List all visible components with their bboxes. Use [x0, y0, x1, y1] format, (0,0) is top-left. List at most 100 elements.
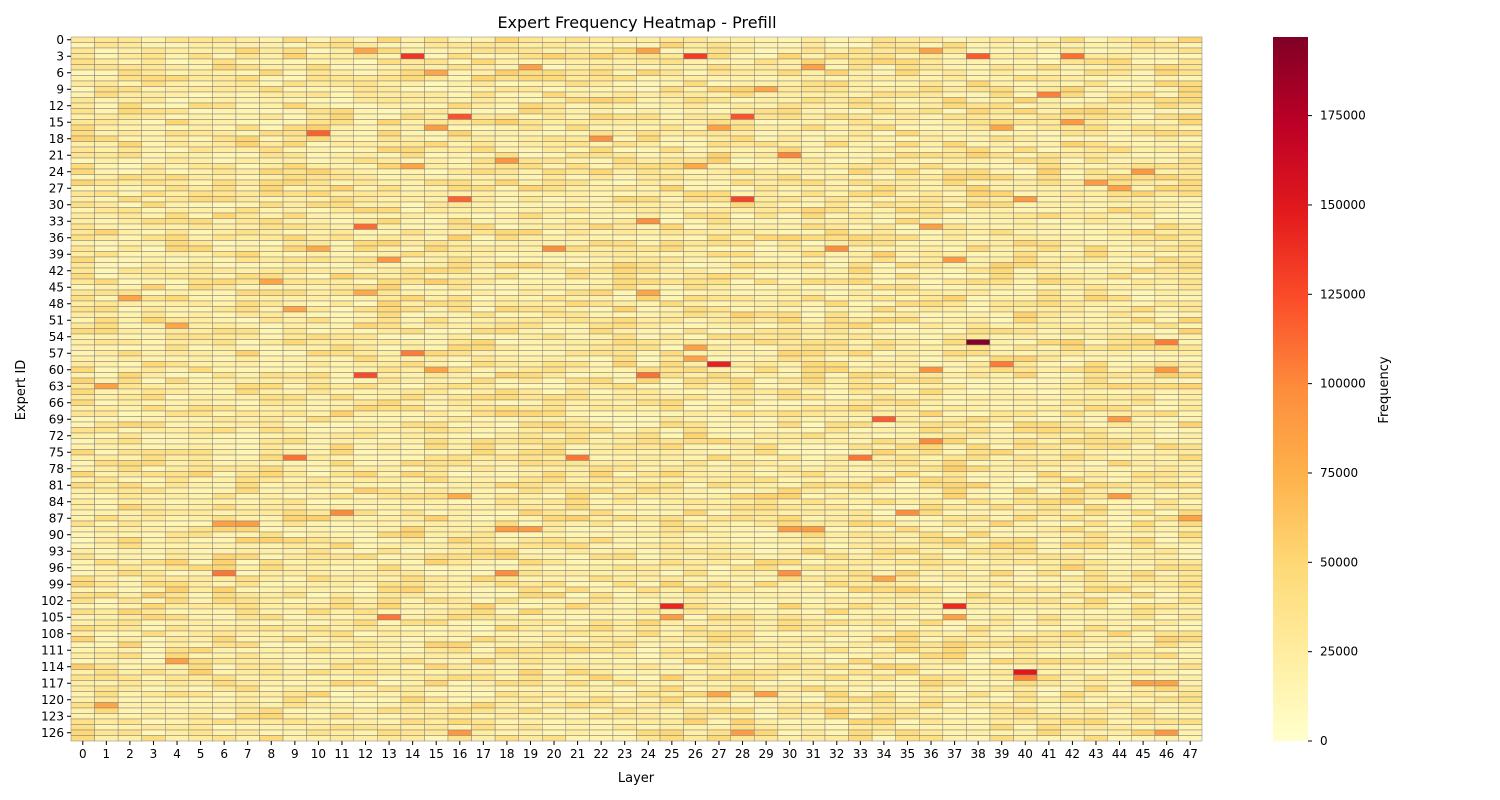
heatmap-cell — [353, 333, 378, 340]
heatmap-cell — [518, 581, 543, 588]
heatmap-cell — [801, 196, 826, 203]
heatmap-cell — [612, 564, 637, 571]
heatmap-cell — [589, 493, 614, 500]
heatmap-cell — [1154, 229, 1179, 236]
heatmap-cell — [1107, 130, 1132, 137]
heatmap-cell — [1083, 284, 1108, 291]
heatmap-cell — [1060, 256, 1085, 263]
heatmap-cell — [1178, 267, 1203, 274]
heatmap-cell — [1036, 262, 1061, 269]
heatmap-cell — [447, 454, 472, 461]
heatmap-cell — [683, 476, 708, 483]
heatmap-cell — [730, 245, 755, 252]
heatmap-cell — [353, 146, 378, 153]
heatmap-cell — [518, 394, 543, 401]
heatmap-cell — [141, 218, 166, 225]
heatmap-cell — [989, 130, 1014, 137]
heatmap-cell — [777, 350, 802, 357]
heatmap-cell — [117, 306, 142, 313]
heatmap-cell — [1178, 454, 1203, 461]
heatmap-cell — [683, 278, 708, 285]
heatmap-cell — [1107, 245, 1132, 252]
heatmap-cell — [188, 410, 213, 417]
heatmap-cell — [848, 388, 873, 395]
heatmap-cell — [659, 163, 684, 170]
heatmap-cell — [824, 471, 849, 478]
heatmap-cell — [612, 223, 637, 230]
heatmap-cell — [1013, 493, 1038, 500]
heatmap-cell — [1013, 311, 1038, 318]
heatmap-cell — [518, 75, 543, 82]
heatmap-cell — [895, 262, 920, 269]
heatmap-cell — [471, 36, 496, 43]
heatmap-cell — [824, 421, 849, 428]
heatmap-cell — [188, 163, 213, 170]
heatmap-cell — [70, 69, 95, 76]
heatmap-cell — [1083, 454, 1108, 461]
heatmap-cell — [141, 383, 166, 390]
heatmap-cell — [1013, 432, 1038, 439]
heatmap-cell — [1013, 113, 1038, 120]
heatmap-cell — [919, 300, 944, 307]
heatmap-cell — [235, 69, 260, 76]
heatmap-cell — [282, 542, 307, 549]
heatmap-cell — [565, 361, 590, 368]
heatmap-cell — [1036, 278, 1061, 285]
heatmap-cell — [212, 515, 237, 522]
heatmap-cell — [1013, 47, 1038, 54]
heatmap-cell — [306, 196, 331, 203]
heatmap-cell — [801, 157, 826, 164]
heatmap-cell — [659, 570, 684, 577]
heatmap-cell — [212, 383, 237, 390]
heatmap-cell — [212, 179, 237, 186]
heatmap-cell — [659, 157, 684, 164]
heatmap-cell — [919, 443, 944, 450]
heatmap-cell — [447, 108, 472, 115]
heatmap-cell — [848, 465, 873, 472]
heatmap-cell — [683, 102, 708, 109]
heatmap-cell — [471, 553, 496, 560]
heatmap-cell — [377, 218, 402, 225]
heatmap-cell — [848, 124, 873, 131]
heatmap-cell — [612, 339, 637, 346]
heatmap-cell — [235, 548, 260, 555]
heatmap-cell — [518, 135, 543, 142]
heatmap-cell — [919, 47, 944, 54]
heatmap-cell — [353, 240, 378, 247]
heatmap-cell — [1013, 328, 1038, 335]
heatmap-cell — [942, 47, 967, 54]
heatmap-cell — [777, 157, 802, 164]
heatmap-cell — [70, 196, 95, 203]
heatmap-cell — [329, 317, 355, 324]
heatmap-cell — [1060, 317, 1085, 324]
heatmap-cell — [942, 185, 967, 192]
heatmap-cell — [212, 460, 237, 467]
heatmap-cell — [165, 454, 190, 461]
heatmap-cell — [636, 592, 661, 599]
heatmap-cell — [447, 432, 472, 439]
heatmap-cell — [471, 135, 496, 142]
heatmap-cell — [117, 113, 142, 120]
heatmap-cell — [895, 366, 920, 373]
heatmap-cell — [824, 64, 849, 71]
heatmap-cell — [141, 410, 166, 417]
heatmap-cell — [777, 372, 802, 379]
heatmap-cell — [636, 476, 661, 483]
heatmap-cell — [565, 333, 590, 340]
heatmap-cell — [1131, 311, 1156, 318]
heatmap-cell — [824, 229, 849, 236]
heatmap-cell — [1178, 102, 1203, 109]
heatmap-cell — [117, 42, 142, 49]
heatmap-cell — [377, 163, 402, 170]
heatmap-cell — [471, 564, 496, 571]
heatmap-cell — [494, 537, 519, 544]
heatmap-cell — [212, 344, 237, 351]
heatmap-cell — [1107, 256, 1132, 263]
heatmap-cell — [518, 339, 543, 346]
heatmap-cell — [1178, 42, 1203, 49]
heatmap-cell — [659, 218, 684, 225]
heatmap-cell — [94, 91, 119, 98]
heatmap-cell — [612, 361, 637, 368]
heatmap-cell — [447, 581, 472, 588]
heatmap-cell — [377, 157, 402, 164]
